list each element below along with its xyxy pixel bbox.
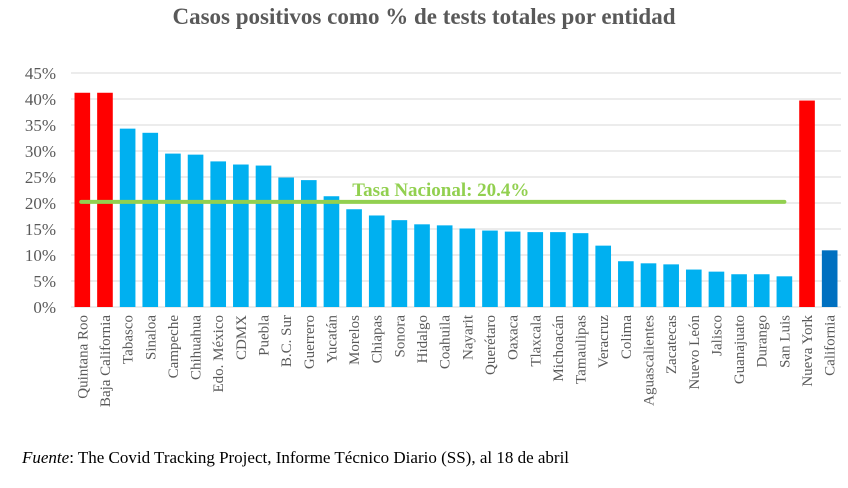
bar	[97, 92, 113, 307]
reference-line-label: Tasa Nacional: 20.4%	[352, 180, 529, 201]
bar	[595, 245, 612, 307]
bar	[640, 263, 657, 307]
bar	[255, 165, 272, 307]
x-tick-label: Quintana Roo	[75, 315, 91, 399]
y-tick-label: 40%	[25, 90, 56, 109]
y-tick-label: 15%	[25, 220, 56, 239]
source-note: Fuente: The Covid Tracking Project, Info…	[22, 448, 569, 468]
x-axis-ticks: Quintana Roo Baja California Tabasco Sinalo…	[75, 314, 838, 407]
x-tick-label: Guanajuato	[732, 315, 748, 384]
x-tick-label: Baja California	[98, 315, 114, 407]
x-tick-label: Tlaxcala	[528, 315, 544, 367]
x-tick-label: Querétaro	[483, 315, 499, 375]
bar	[731, 274, 747, 307]
bar	[753, 274, 770, 307]
x-tick-label: Campeche	[166, 315, 182, 379]
x-tick-label: Aguascalientes	[642, 315, 658, 406]
y-tick-label: 45%	[25, 64, 56, 83]
bar	[278, 177, 294, 307]
bar	[119, 128, 136, 307]
y-axis-ticks: 0% 5% 10% 15% 20% 25% 30% 35% 40% 45%	[25, 64, 56, 317]
bar	[414, 224, 430, 307]
bar	[346, 209, 362, 307]
x-tick-label: San Luis	[777, 315, 793, 368]
y-tick-label: 25%	[25, 168, 56, 187]
y-tick-label: 35%	[25, 116, 56, 135]
bar	[165, 153, 181, 307]
x-tick-label: B.C. Sur	[279, 315, 295, 367]
bar	[527, 232, 544, 307]
bar	[391, 220, 408, 307]
bar	[300, 180, 317, 307]
x-tick-label: Yucatán	[324, 315, 340, 364]
bar	[708, 271, 725, 307]
x-tick-label: Durango	[755, 315, 771, 368]
y-tick-label: 20%	[25, 194, 56, 213]
x-tick-label: Nueva York	[800, 315, 816, 387]
x-tick-label: Zacatecas	[664, 315, 680, 374]
x-tick-label: Hidalgo	[415, 315, 431, 363]
y-tick-label: 0%	[33, 298, 56, 317]
x-tick-label: Chihuahua	[189, 315, 205, 380]
bar	[482, 230, 498, 307]
x-tick-label: Tabasco	[121, 315, 137, 364]
x-tick-label: Michoacán	[551, 315, 567, 382]
bar	[776, 276, 793, 307]
bars	[74, 92, 838, 307]
source-text: : The Covid Tracking Project, Informe Té…	[69, 448, 570, 467]
bar	[368, 215, 385, 307]
x-tick-label: Nuevo León	[687, 315, 703, 390]
bar	[504, 231, 521, 307]
bar	[799, 100, 815, 307]
reference-line-group: Tasa Nacional: 20.4%	[79, 180, 787, 204]
x-tick-label: Edo. México	[211, 315, 227, 392]
bar	[74, 92, 91, 307]
chart-title: Casos positivos como % de tests totales …	[172, 4, 676, 29]
source-label: Fuente	[22, 448, 70, 467]
bar	[459, 228, 476, 307]
bar	[663, 264, 679, 307]
bar	[233, 164, 249, 307]
bar	[323, 196, 340, 307]
bar	[142, 132, 159, 307]
bar	[685, 269, 702, 307]
x-tick-label: California	[823, 315, 839, 376]
x-tick-label: Nayarit	[460, 314, 476, 360]
x-tick-label: Veracruz	[596, 315, 612, 369]
y-tick-label: 5%	[33, 272, 56, 291]
bar	[210, 161, 227, 307]
bar	[550, 232, 566, 307]
bar	[618, 261, 634, 307]
x-tick-label: Guerrero	[302, 315, 318, 369]
bar	[436, 225, 453, 307]
x-tick-label: Jalisco	[709, 315, 725, 356]
x-tick-label: Sinaloa	[143, 315, 159, 360]
x-tick-label: Chiapas	[370, 315, 386, 363]
bar	[821, 250, 838, 307]
x-tick-label: Morelos	[347, 315, 363, 365]
x-tick-label: Coahuila	[438, 315, 454, 369]
bar	[572, 233, 589, 307]
x-tick-label: Tamaulipas	[574, 315, 590, 384]
x-tick-label: Puebla	[257, 315, 273, 356]
x-tick-label: Oaxaca	[506, 315, 522, 360]
y-tick-label: 30%	[25, 142, 56, 161]
y-tick-label: 10%	[25, 246, 56, 265]
x-tick-label: CDMX	[234, 315, 250, 360]
x-tick-label: Sonora	[392, 315, 408, 358]
bar	[187, 154, 204, 307]
x-tick-label: Colima	[619, 315, 635, 360]
